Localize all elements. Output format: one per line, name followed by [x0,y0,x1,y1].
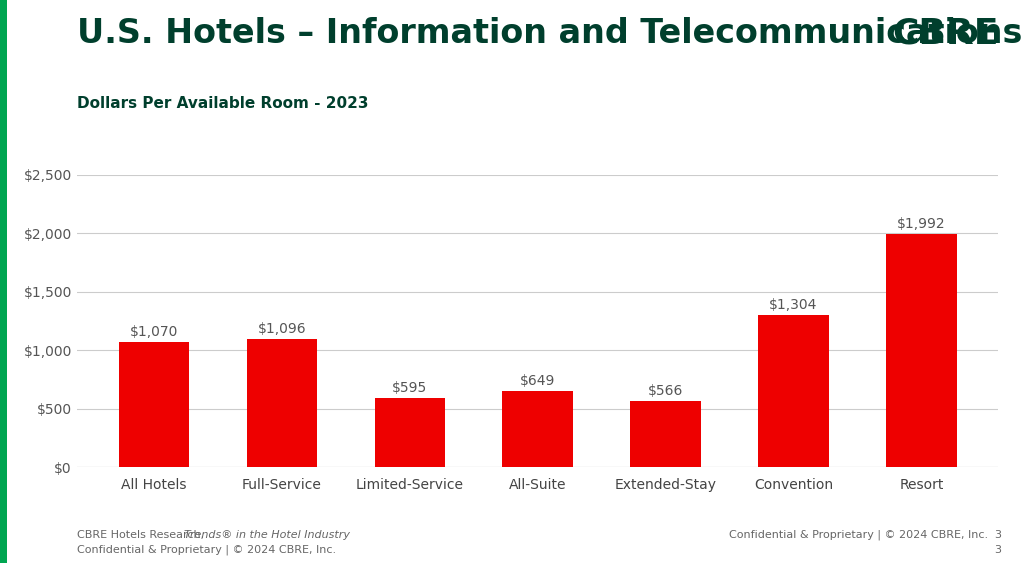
Bar [503,391,572,467]
Text: $649: $649 [520,374,555,388]
Bar [375,397,444,467]
Text: $595: $595 [392,381,427,395]
Text: $1,096: $1,096 [257,322,306,336]
Text: CBRE: CBRE [892,17,998,51]
Text: $566: $566 [648,384,683,398]
Bar [631,401,700,467]
Text: U.S. Hotels – Information and Telecommunications Expense: U.S. Hotels – Information and Telecommun… [77,17,1024,50]
Text: CBRE Hotels Research,: CBRE Hotels Research, [77,530,208,540]
Text: $1,992: $1,992 [897,217,945,231]
Bar [758,315,828,467]
Text: $1,304: $1,304 [769,298,817,312]
Text: 3: 3 [994,530,1001,540]
Text: Trends® in the Hotel Industry: Trends® in the Hotel Industry [184,530,350,540]
Text: 3: 3 [994,544,1001,555]
Bar [119,342,189,467]
Text: Confidential & Proprietary | © 2024 CBRE, Inc.: Confidential & Proprietary | © 2024 CBRE… [729,530,988,540]
Bar [247,339,317,467]
Text: $1,070: $1,070 [130,325,178,339]
Bar [886,234,956,467]
Text: Dollars Per Available Room - 2023: Dollars Per Available Room - 2023 [77,96,369,111]
Text: Confidential & Proprietary | © 2024 CBRE, Inc.: Confidential & Proprietary | © 2024 CBRE… [77,544,336,555]
